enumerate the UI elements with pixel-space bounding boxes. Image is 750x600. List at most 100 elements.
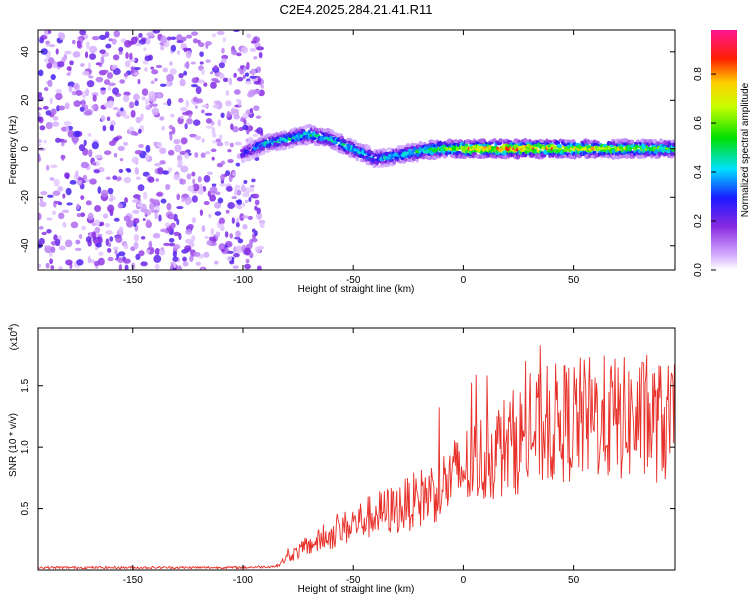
noise-speck — [169, 61, 173, 66]
noise-speck — [236, 98, 241, 103]
noise-speck — [224, 231, 229, 238]
noise-speck — [239, 70, 245, 75]
noise-speck — [38, 154, 41, 162]
noise-speck — [159, 160, 166, 165]
spectrogram-heatmap — [38, 30, 675, 270]
signal-cell — [288, 133, 294, 138]
noise-speck — [195, 261, 201, 266]
signal-cell — [624, 153, 630, 159]
noise-speck — [117, 251, 126, 257]
noise-speck — [115, 235, 123, 243]
noise-speck — [173, 244, 181, 250]
noise-speck — [235, 162, 241, 167]
noise-speck — [212, 104, 218, 109]
noise-speck — [206, 240, 213, 246]
signal-cell — [559, 154, 566, 159]
noise-speck — [182, 111, 189, 116]
noise-speck — [61, 154, 65, 161]
noise-speck — [98, 236, 103, 245]
noise-speck — [177, 265, 182, 270]
noise-speck — [218, 62, 225, 69]
noise-speck — [81, 91, 87, 99]
noise-speck — [176, 34, 183, 42]
colorbar-tick-label: 0.0 — [693, 263, 704, 277]
noise-speck — [155, 64, 163, 69]
snr-y-axis: 0.5 1.0 1.5 — [20, 378, 675, 516]
noise-speck — [187, 223, 194, 230]
y-tick-label: 40 — [20, 46, 31, 58]
noise-speck — [176, 193, 181, 201]
x-tick-label: 50 — [568, 275, 580, 286]
signal-cell — [339, 135, 344, 140]
signal-cell — [418, 146, 422, 151]
noise-speck — [204, 112, 213, 116]
noise-speck — [222, 37, 227, 43]
noise-speck — [123, 215, 131, 222]
noise-speck — [75, 239, 81, 245]
noise-speck — [94, 226, 101, 234]
noise-speck — [49, 258, 54, 265]
noise-speck — [243, 179, 248, 184]
noise-speck — [213, 201, 222, 209]
noise-speck — [50, 108, 57, 115]
noise-speck — [160, 35, 167, 44]
noise-speck — [230, 123, 234, 131]
noise-speck — [201, 104, 209, 108]
noise-speck — [97, 233, 103, 237]
snr-x-label: Height of straight line (km) — [298, 584, 415, 595]
noise-speck — [113, 136, 120, 142]
noise-speck — [233, 114, 241, 120]
noise-speck — [123, 176, 132, 184]
signal-cell — [478, 155, 483, 159]
noise-speck — [65, 259, 73, 266]
colorbar-tick-label: 0.2 — [693, 214, 704, 228]
noise-speck — [194, 105, 198, 109]
noise-speck — [86, 80, 95, 88]
noise-speck — [94, 205, 102, 213]
noise-speck — [46, 62, 53, 69]
noise-speck — [156, 93, 163, 98]
noise-speck — [187, 185, 195, 192]
signal-cell — [476, 149, 482, 153]
noise-speck — [235, 222, 240, 228]
noise-speck — [72, 51, 81, 58]
noise-speck — [205, 59, 211, 64]
noise-speck — [123, 72, 129, 77]
noise-speck — [47, 79, 53, 88]
noise-speck — [100, 87, 107, 91]
noise-speck — [95, 62, 102, 66]
noise-speck — [236, 52, 242, 57]
noise-speck — [92, 94, 97, 102]
noise-speck — [178, 73, 184, 79]
noise-speck — [182, 261, 189, 267]
y-tick-label: 0.5 — [20, 501, 31, 515]
noise-speck — [55, 48, 59, 55]
noise-speck — [186, 173, 192, 180]
noise-speck — [251, 178, 256, 183]
spectrogram-frame — [37, 29, 676, 271]
noise-speck — [169, 68, 177, 75]
noise-speck — [176, 218, 180, 226]
noise-speck — [241, 46, 249, 54]
noise-speck — [133, 93, 140, 101]
signal-cell — [636, 154, 643, 160]
noise-speck — [181, 197, 186, 203]
noise-speck — [146, 32, 154, 37]
noise-speck — [123, 91, 131, 96]
noise-speck — [145, 98, 149, 106]
x-tick-label: 0 — [461, 575, 467, 586]
noise-speck — [133, 66, 141, 71]
noise-speck — [154, 211, 158, 220]
noise-speck — [118, 168, 124, 174]
noise-speck — [220, 223, 225, 230]
noise-speck — [234, 188, 238, 197]
signal-cell — [586, 139, 591, 145]
noise-speck — [106, 72, 114, 79]
noise-speck — [164, 222, 170, 228]
noise-speck — [190, 61, 196, 65]
signal-cell — [513, 138, 519, 144]
noise-speck — [141, 88, 149, 96]
noise-speck — [40, 191, 48, 196]
signal-cell — [290, 144, 294, 149]
noise-speck — [244, 263, 251, 270]
